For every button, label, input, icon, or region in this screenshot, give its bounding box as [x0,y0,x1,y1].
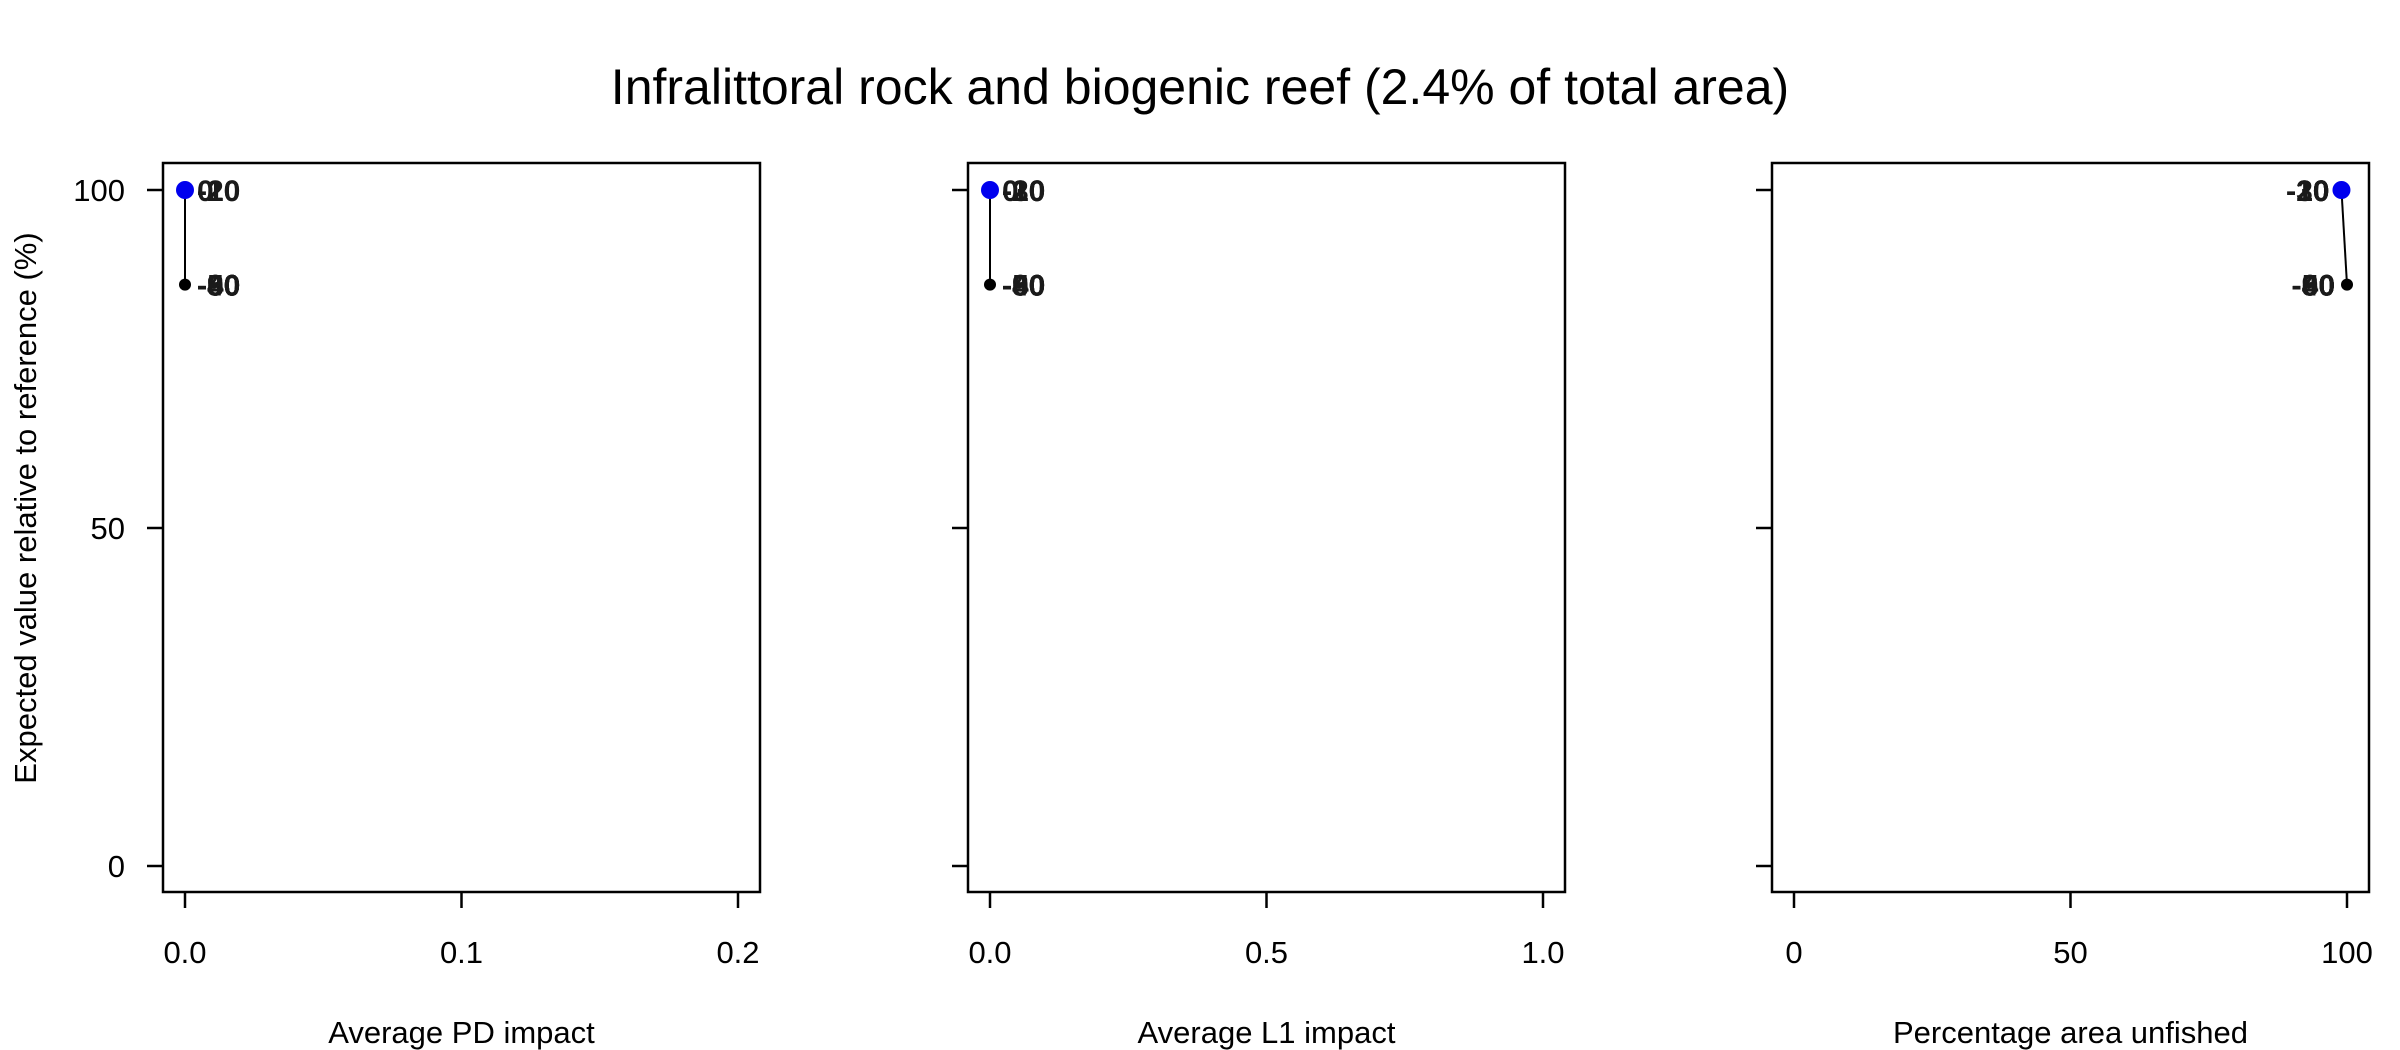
point-label-3-3: -30 [2286,175,2329,208]
x-tick-label-1-2: 0.1 [440,935,483,970]
point-label-3-7: -60 [2292,270,2335,303]
highlight-point-3 [2332,181,2351,199]
plot-frame-1 [161,161,762,894]
series-line-3 [2340,189,2348,285]
data-point-1 [179,278,191,291]
point-label-2-4: 0 [1002,175,1019,208]
point-label-2-9: -90 [1002,270,1045,303]
point-label-1-9: -90 [197,270,240,303]
point-label-3-2: -10 [2286,175,2329,208]
point-label-3-4: 0 [2313,175,2330,208]
x-tick-label-3-1: 0 [1785,935,1802,970]
point-label-1-7: -60 [197,270,240,303]
point-label-1-1: -20 [197,175,240,208]
x-tick-label-2-2: 0.5 [1245,935,1288,970]
point-label-1-8: -80 [197,270,240,303]
x-axis-title-3: Percentage area unfished [1893,1015,2248,1050]
point-label-2-8: -80 [1002,270,1045,303]
point-label-2-2: -10 [1002,175,1045,208]
point-label-3-8: -80 [2292,270,2335,303]
x-tick-label-1-3: 0.2 [716,935,759,970]
x-tick-label-2-1: 0.0 [968,935,1011,970]
x-tick-label-3-3: 100 [2321,935,2373,970]
point-label-1-2: -10 [197,175,240,208]
point-label-3-1: -20 [2286,175,2329,208]
point-label-2-7: -60 [1002,270,1045,303]
highlight-point-1 [176,181,194,199]
x-tick-label-3-2: 50 [2053,935,2087,970]
x-tick-label-1-1: 0.0 [163,935,206,970]
point-label-3-5: -40 [2292,270,2335,303]
point-label-2-1: -20 [1002,175,1045,208]
x-axis-title-2: Average L1 impact [1138,1015,1396,1050]
y-tick-label-1-1: 0 [108,849,125,884]
figure-title: Infralittoral rock and biogenic reef (2.… [610,59,1790,115]
y-tick-label-1-2: 50 [91,511,125,546]
highlight-point-2 [981,181,999,199]
data-point-2 [984,278,996,291]
point-label-3-9: -90 [2292,270,2335,303]
data-point-3 [2341,278,2353,291]
point-label-2-6: -50 [1002,270,1045,303]
point-label-1-3: 0 [197,175,214,208]
point-label-2-3: -30 [1002,175,1045,208]
point-label-3-6: -50 [2292,270,2335,303]
point-label-1-4: -30 [197,270,240,303]
point-label-2-5: -40 [1002,270,1045,303]
point-label-1-5: -40 [197,270,240,303]
point-label-1-6: -50 [197,270,240,303]
y-tick-label-1-3: 100 [73,173,125,208]
x-axis-title-1: Average PD impact [328,1015,595,1050]
x-tick-label-2-3: 1.0 [1521,935,1564,970]
plot-frame-3 [1770,161,2371,894]
plot-frame-2 [966,161,1567,894]
